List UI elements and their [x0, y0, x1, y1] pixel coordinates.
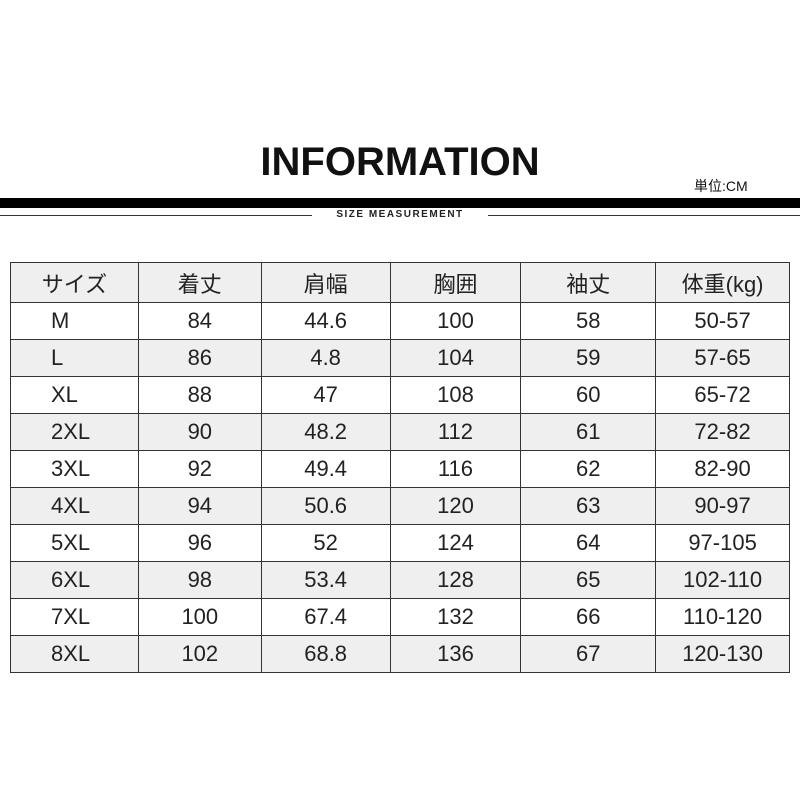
value-cell: 84 [137, 302, 262, 340]
value-cell: 86 [137, 339, 262, 377]
size-cell: M [10, 302, 139, 340]
value-cell: 96 [137, 524, 262, 562]
value-cell: 104 [389, 339, 522, 377]
column-header: 袖丈 [520, 262, 657, 303]
value-cell: 65-72 [655, 376, 790, 414]
value-cell: 88 [137, 376, 262, 414]
value-cell: 112 [389, 413, 522, 451]
value-cell: 63 [520, 487, 657, 525]
size-cell: 8XL [10, 635, 139, 673]
size-cell: 7XL [10, 598, 139, 636]
value-cell: 60 [520, 376, 657, 414]
size-cell: 4XL [10, 487, 139, 525]
value-cell: 58 [520, 302, 657, 340]
value-cell: 120 [389, 487, 522, 525]
value-cell: 64 [520, 524, 657, 562]
value-cell: 44.6 [260, 302, 391, 340]
value-cell: 61 [520, 413, 657, 451]
page-title: INFORMATION [260, 140, 540, 184]
value-cell: 52 [260, 524, 391, 562]
table-row: 2XL 90 48.2 112 61 72-82 [10, 413, 790, 451]
table-row: 5XL 96 52 124 64 97-105 [10, 524, 790, 562]
value-cell: 4.8 [260, 339, 391, 377]
value-cell: 92 [137, 450, 262, 488]
table-row: 7XL 100 67.4 132 66 110-120 [10, 598, 790, 636]
value-cell: 53.4 [260, 561, 391, 599]
value-cell: 102 [137, 635, 262, 673]
value-cell: 120-130 [655, 635, 790, 673]
value-cell: 132 [389, 598, 522, 636]
value-cell: 50-57 [655, 302, 790, 340]
value-cell: 100 [389, 302, 522, 340]
value-cell: 48.2 [260, 413, 391, 451]
value-cell: 67 [520, 635, 657, 673]
divider-right [488, 215, 800, 216]
size-cell: XL [10, 376, 139, 414]
column-header: サイズ [10, 262, 139, 303]
column-header: 体重(kg) [655, 262, 790, 303]
section-subtitle: SIZE MEASUREMENT [336, 209, 464, 220]
value-cell: 50.6 [260, 487, 391, 525]
size-table: サイズ 着丈 肩幅 胸囲 袖丈 体重(kg) M 84 44.6 100 58 50-57 L 86 4.… [10, 262, 790, 673]
value-cell: 100 [137, 598, 262, 636]
value-cell: 98 [137, 561, 262, 599]
value-cell: 90 [137, 413, 262, 451]
divider-thick [0, 198, 800, 208]
value-cell: 67.4 [260, 598, 391, 636]
value-cell: 116 [389, 450, 522, 488]
value-cell: 136 [389, 635, 522, 673]
value-cell: 97-105 [655, 524, 790, 562]
value-cell: 65 [520, 561, 657, 599]
table-row: 3XL 92 49.4 116 62 82-90 [10, 450, 790, 488]
table-row: L 86 4.8 104 59 57-65 [10, 339, 790, 377]
column-header: 着丈 [137, 262, 262, 303]
value-cell: 102-110 [655, 561, 790, 599]
value-cell: 59 [520, 339, 657, 377]
size-cell: 2XL [10, 413, 139, 451]
value-cell: 90-97 [655, 487, 790, 525]
table-row: 4XL 94 50.6 120 63 90-97 [10, 487, 790, 525]
table-row: XL 88 47 108 60 65-72 [10, 376, 790, 414]
table-row: 8XL 102 68.8 136 67 120-130 [10, 635, 790, 673]
value-cell: 49.4 [260, 450, 391, 488]
value-cell: 47 [260, 376, 391, 414]
value-cell: 62 [520, 450, 657, 488]
value-cell: 94 [137, 487, 262, 525]
value-cell: 128 [389, 561, 522, 599]
unit-label: 単位:CM [694, 178, 748, 194]
value-cell: 110-120 [655, 598, 790, 636]
value-cell: 57-65 [655, 339, 790, 377]
table-row: 6XL 98 53.4 128 65 102-110 [10, 561, 790, 599]
table-header-row: サイズ 着丈 肩幅 胸囲 袖丈 体重(kg) [10, 262, 790, 303]
value-cell: 66 [520, 598, 657, 636]
column-header: 胸囲 [389, 262, 522, 303]
table-row: M 84 44.6 100 58 50-57 [10, 302, 790, 340]
size-cell: 3XL [10, 450, 139, 488]
column-header: 肩幅 [260, 262, 391, 303]
divider-left [0, 215, 312, 216]
value-cell: 72-82 [655, 413, 790, 451]
size-cell: 5XL [10, 524, 139, 562]
size-cell: L [10, 339, 139, 377]
value-cell: 108 [389, 376, 522, 414]
value-cell: 124 [389, 524, 522, 562]
value-cell: 82-90 [655, 450, 790, 488]
value-cell: 68.8 [260, 635, 391, 673]
size-cell: 6XL [10, 561, 139, 599]
